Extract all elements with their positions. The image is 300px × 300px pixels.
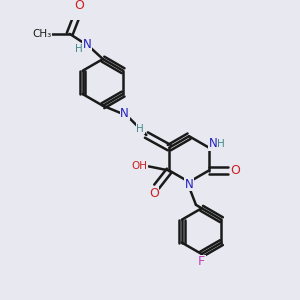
Text: H: H [136,124,144,134]
Text: N: N [208,137,217,150]
Text: O: O [74,0,84,12]
Text: O: O [230,164,240,177]
Text: F: F [198,255,205,268]
Text: H: H [75,44,83,54]
Text: CH₃: CH₃ [32,29,51,39]
Text: N: N [120,107,129,120]
Text: H: H [217,139,225,149]
Text: N: N [185,178,194,191]
Text: OH: OH [132,161,148,171]
Text: N: N [82,38,91,51]
Text: O: O [149,187,159,200]
